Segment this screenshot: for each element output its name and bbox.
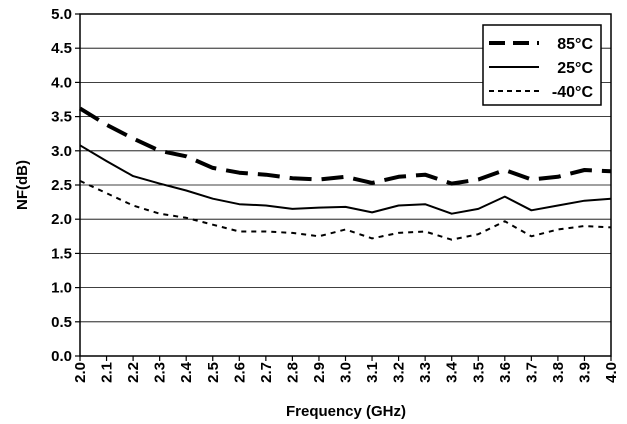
y-tick-label: 5.0 [51, 6, 72, 23]
y-tick-label: 4.5 [51, 40, 72, 57]
x-tick-label: 2.9 [311, 362, 328, 383]
y-tick-label: 1.0 [51, 280, 72, 297]
y-tick-label: 2.0 [51, 211, 72, 228]
y-axis-title: NF(dB) [14, 160, 31, 210]
y-tick-label: 4.0 [51, 74, 72, 91]
legend: 85°C 25°C -40°C [482, 24, 602, 106]
x-tick-label: 3.4 [444, 361, 461, 383]
x-tick-label: 3.5 [470, 362, 487, 383]
legend-label: 85°C [557, 36, 593, 53]
x-axis-ticks: 2.0 2.1 2.2 2.3 2.4 2.5 2.6 2.7 2.8 2.9 3.0 3.1 3.2 3… [72, 356, 620, 383]
y-axis-ticks: 0.0 0.5 1.0 1.5 2.0 2.5 3.0 3.5 4.0 4.5 5.0 [51, 6, 80, 365]
x-tick-label: 2.3 [152, 362, 169, 383]
x-tick-label: 3.3 [417, 362, 434, 383]
y-tick-label: 3.0 [51, 143, 72, 160]
legend-label: 25°C [557, 60, 593, 77]
x-tick-label: 3.7 [523, 362, 540, 383]
x-tick-label: 3.8 [550, 362, 567, 383]
series-line-3 [79, 179, 612, 241]
y-tick-label: 2.5 [51, 177, 72, 194]
x-tick-label: 2.6 [231, 362, 248, 383]
x-tick-label: 4.0 [603, 362, 620, 383]
series-lines [78, 106, 612, 241]
series-line-1 [78, 106, 612, 186]
y-tick-label: 1.5 [51, 245, 72, 262]
x-tick-label: 3.6 [497, 362, 514, 383]
x-tick-label: 3.2 [391, 362, 408, 383]
x-tick-label: 2.4 [178, 361, 195, 383]
x-tick-label: 2.5 [205, 362, 222, 383]
legend-label: -40°C [552, 84, 594, 101]
x-tick-label: 2.7 [258, 362, 275, 383]
x-tick-label: 2.8 [284, 362, 301, 383]
x-tick-label: 2.1 [99, 362, 116, 383]
x-tick-label: 2.0 [72, 362, 89, 383]
y-tick-label: 0.0 [51, 348, 72, 365]
x-tick-label: 3.1 [364, 362, 381, 383]
x-tick-label: 3.0 [338, 362, 355, 383]
y-tick-label: 3.5 [51, 109, 72, 126]
y-tick-label: 0.5 [51, 314, 72, 331]
series-line-2 [79, 144, 612, 215]
x-axis-title: Frequency (GHz) [286, 403, 406, 420]
x-tick-label: 3.9 [576, 362, 593, 383]
x-tick-label: 2.2 [125, 362, 142, 383]
